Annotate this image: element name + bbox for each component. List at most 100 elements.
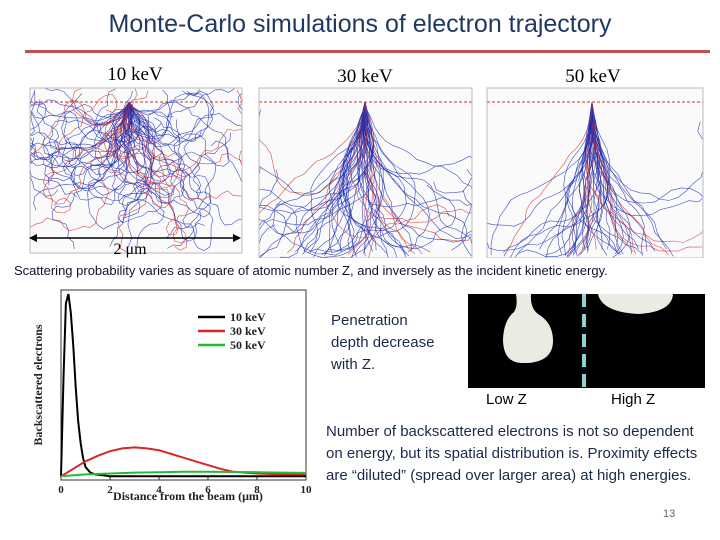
backscattered-trajectory — [126, 101, 243, 200]
high-z-label: High Z — [611, 391, 656, 408]
electron-trajectory — [510, 101, 610, 258]
electron-trajectory — [344, 101, 366, 258]
electron-trajectory — [363, 101, 416, 254]
electron-trajectory — [359, 101, 410, 257]
electron-trajectory — [87, 101, 143, 230]
electron-trajectory — [128, 91, 214, 142]
x-axis-label: Distance from the beam (μm) — [113, 489, 263, 503]
simulation-panel-50kev: 50 keV — [486, 66, 704, 259]
electron-trajectory — [29, 88, 130, 122]
electron-trajectory — [128, 101, 211, 218]
electron-trajectory — [340, 101, 366, 257]
x-tick-label: 0 — [58, 484, 64, 496]
electron-trajectory — [127, 90, 215, 147]
backscattered-trajectory — [347, 101, 373, 255]
electron-trajectory — [336, 101, 377, 251]
simulation-panel-30kev: 30 keV — [258, 66, 473, 259]
simulation-figure: 10 keV 30 keV 50 keV 2 μm — [29, 64, 704, 259]
scale-bar: 2 μm — [29, 234, 241, 258]
panel-border — [29, 87, 243, 254]
electron-trajectory — [361, 102, 378, 257]
electron-trajectory — [557, 101, 593, 255]
electron-trajectory — [29, 101, 130, 198]
scattering-caption: Scattering probability varies as square … — [14, 263, 608, 278]
electron-trajectory — [128, 101, 217, 228]
electron-trajectory — [347, 101, 367, 250]
electron-trajectory — [90, 101, 174, 175]
electron-trajectory — [591, 101, 639, 249]
backscattered-trajectory — [123, 101, 173, 209]
monte-carlo-simulations: 10 keV 30 keV 50 keV 2 μm — [25, 58, 715, 259]
electron-trajectory — [31, 101, 141, 182]
electron-trajectory — [272, 101, 375, 256]
electron-trajectory — [589, 101, 656, 252]
backscattered-trajectory — [586, 101, 597, 250]
backscattered-trajectory — [71, 88, 130, 127]
electron-trajectory — [259, 101, 366, 258]
electron-trajectory — [589, 101, 624, 255]
legend-label: 10 keV — [230, 310, 266, 324]
electron-trajectory — [275, 101, 378, 258]
x-tick-label: 2 — [107, 484, 113, 496]
electron-trajectory — [95, 88, 149, 174]
slide-title: Monte-Carlo simulations of electron traj… — [108, 10, 612, 38]
electron-trajectory — [51, 101, 135, 249]
electron-trajectory — [116, 101, 230, 179]
panel-label: 50 keV — [565, 66, 621, 87]
page-number: 13 — [663, 508, 676, 520]
electron-trajectory — [128, 90, 210, 142]
backscatter-text: Number of backscattered electrons is not… — [326, 423, 698, 484]
x-tick-label: 6 — [205, 484, 211, 496]
electron-trajectory — [128, 88, 235, 137]
electron-trajectory — [589, 101, 648, 252]
penetration-text: Penetration depth decrease with Z. — [331, 310, 449, 376]
penetration-text-body: Penetration depth decrease with Z. — [331, 312, 435, 373]
electron-trajectory — [128, 94, 190, 113]
electron-trajectory — [514, 101, 593, 258]
backscatter-chart: Backscattered electrons Distance from th… — [28, 288, 318, 503]
x-tick-label: 4 — [156, 484, 162, 496]
series-line-50-kev — [60, 470, 307, 478]
backscattered-trajectory — [566, 101, 595, 257]
plot-area — [60, 289, 307, 481]
electron-trajectory — [364, 101, 468, 251]
high-z-interaction-volume — [598, 294, 673, 314]
y-axis-label: Backscattered electrons — [31, 324, 45, 446]
scale-bar-label: 2 μm — [113, 241, 147, 258]
backscattered-trajectory — [103, 101, 179, 236]
electron-trajectory — [112, 101, 231, 196]
x-tick-label: 10 — [301, 484, 313, 496]
electron-trajectory — [29, 101, 130, 197]
z-comparison-diagram — [468, 294, 705, 388]
electron-trajectory — [123, 101, 171, 182]
panel-label: 30 keV — [337, 66, 393, 87]
backscatter-chart-svg: Backscattered electrons Distance from th… — [31, 289, 313, 503]
electron-trajectory — [29, 101, 130, 173]
electron-trajectory — [33, 101, 153, 211]
electron-trajectory — [347, 101, 431, 253]
electron-trajectory — [128, 101, 187, 204]
electron-trajectory — [128, 101, 243, 226]
panel-label: 10 keV — [107, 64, 163, 85]
legend-label: 50 keV — [230, 338, 266, 352]
chart-series — [60, 293, 307, 478]
electron-trajectory — [44, 87, 130, 125]
backscattered-trajectory — [110, 101, 189, 251]
electron-trajectory — [364, 101, 473, 257]
backscattered-trajectory — [363, 101, 378, 258]
scale-bar-arrow-left — [29, 234, 37, 242]
low-z-label: Low Z — [486, 391, 527, 408]
series-line-10-kev — [60, 293, 306, 478]
simulation-panel-10kev: 10 keV — [29, 64, 243, 254]
scale-bar-arrow-right — [233, 234, 241, 242]
electron-trajectory — [128, 101, 202, 201]
electron-trajectory — [109, 101, 150, 247]
title-divider — [25, 50, 710, 53]
electron-trajectory — [88, 101, 167, 202]
electron-trajectory — [61, 101, 130, 171]
backscattered-trajectory — [502, 101, 593, 253]
electron-trajectory — [579, 101, 602, 256]
backscattered-trajectory — [577, 101, 602, 256]
electron-trajectory — [43, 101, 130, 186]
